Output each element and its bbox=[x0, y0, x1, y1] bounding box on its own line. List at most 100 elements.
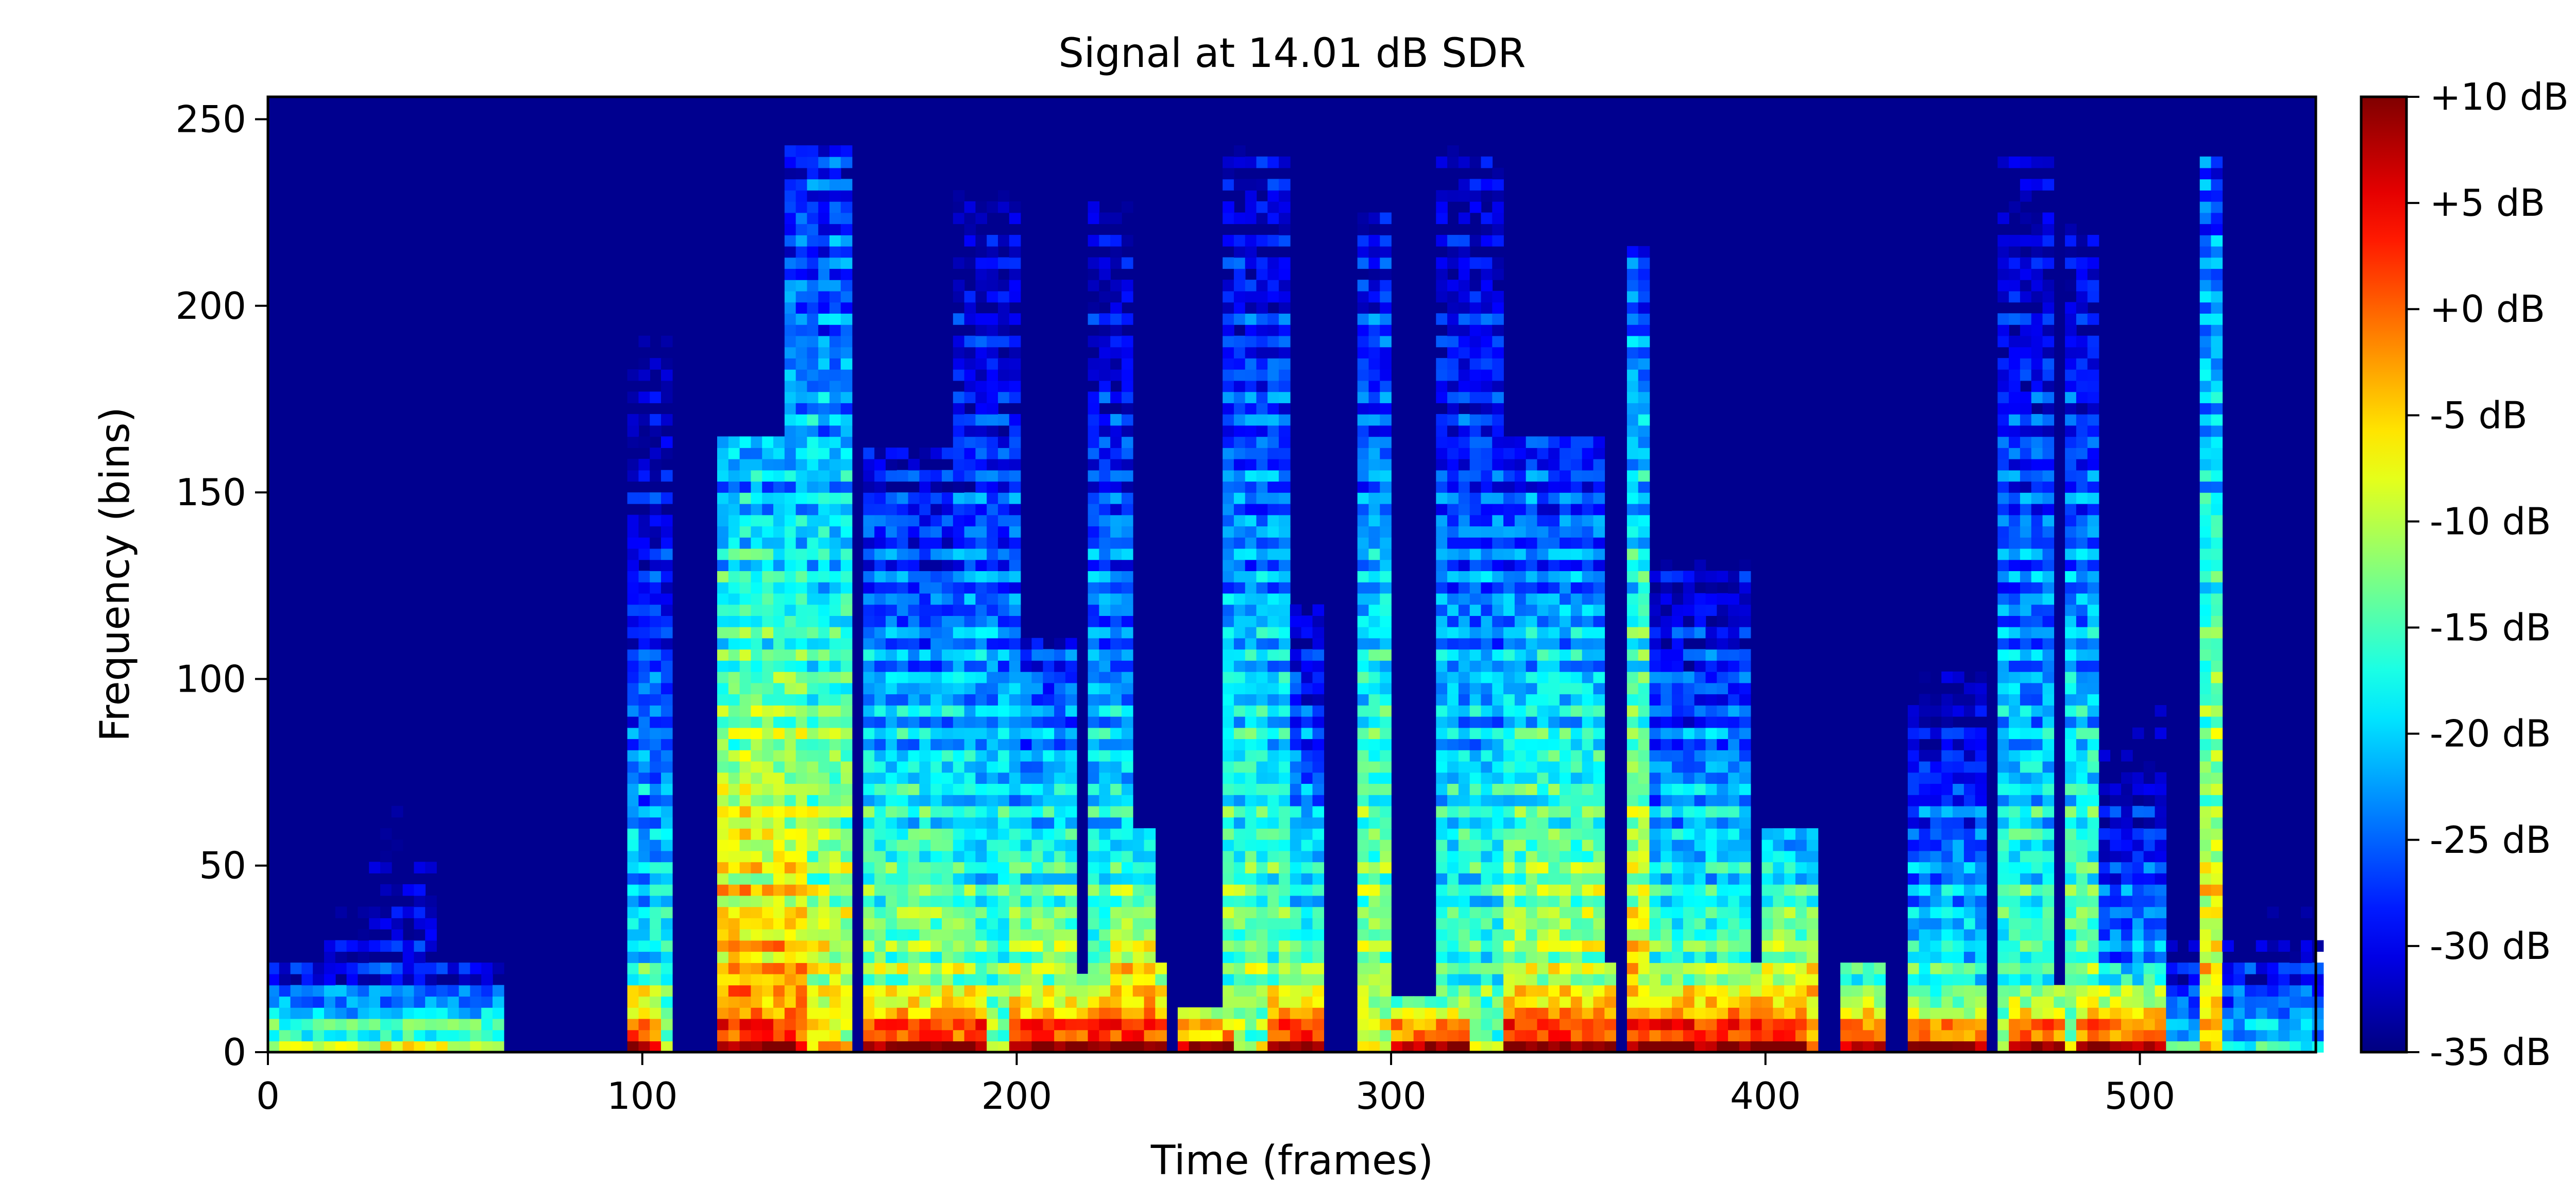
spectrogram-cell bbox=[1279, 884, 1291, 896]
spectrogram-cell bbox=[930, 660, 942, 672]
spectrogram-cell bbox=[1750, 973, 1762, 986]
spectrogram-cell bbox=[840, 973, 853, 986]
spectrogram-cell bbox=[829, 145, 841, 157]
spectrogram-cell bbox=[1638, 918, 1650, 930]
spectrogram-cell bbox=[1290, 996, 1302, 1008]
spectrogram-cell bbox=[1279, 739, 1291, 750]
spectrogram-cell bbox=[1570, 582, 1583, 594]
spectrogram-cell bbox=[1380, 403, 1392, 415]
spectrogram-cell bbox=[1626, 257, 1639, 269]
spectrogram-cell bbox=[1368, 985, 1381, 997]
spectrogram-cell bbox=[1301, 750, 1313, 762]
spectrogram-cell bbox=[1312, 1041, 1325, 1053]
spectrogram-cell bbox=[784, 224, 796, 235]
spectrogram-cell bbox=[1267, 548, 1279, 560]
spectrogram-cell bbox=[840, 906, 853, 918]
spectrogram-cell bbox=[829, 481, 841, 493]
spectrogram-cell bbox=[1503, 638, 1515, 650]
spectrogram-cell bbox=[818, 783, 830, 795]
spectrogram-cell bbox=[1312, 940, 1325, 952]
spectrogram-cell bbox=[650, 358, 662, 370]
spectrogram-cell bbox=[1368, 615, 1381, 627]
spectrogram-cell bbox=[818, 290, 830, 303]
spectrogram-cell bbox=[313, 1029, 325, 1041]
spectrogram-cell bbox=[650, 492, 662, 504]
spectrogram-cell bbox=[1705, 571, 1718, 582]
spectrogram-cell bbox=[391, 963, 403, 974]
spectrogram-cell bbox=[1121, 839, 1133, 851]
spectrogram-cell bbox=[1144, 895, 1156, 907]
spectrogram-cell bbox=[1728, 649, 1740, 661]
spectrogram-cell bbox=[784, 369, 796, 381]
spectrogram-cell bbox=[1660, 839, 1672, 851]
spectrogram-cell bbox=[762, 1007, 774, 1019]
spectrogram-cell bbox=[1694, 817, 1706, 829]
spectrogram-cell bbox=[1436, 660, 1448, 672]
spectrogram-cell bbox=[840, 716, 853, 728]
spectrogram-cell bbox=[1739, 593, 1751, 605]
spectrogram-cell bbox=[1380, 783, 1392, 795]
spectrogram-cell bbox=[829, 963, 841, 974]
spectrogram-cell bbox=[1368, 727, 1381, 740]
spectrogram-cell bbox=[1312, 951, 1325, 963]
spectrogram-cell bbox=[942, 805, 954, 818]
spectrogram-cell bbox=[1469, 593, 1482, 605]
spectrogram-cell bbox=[1672, 750, 1684, 762]
spectrogram-cell bbox=[762, 716, 774, 728]
spectrogram-cell bbox=[1267, 369, 1279, 381]
spectrogram-cell bbox=[1739, 873, 1751, 885]
spectrogram-cell bbox=[818, 649, 830, 661]
spectrogram-cell bbox=[1694, 873, 1706, 885]
spectrogram-cell bbox=[1469, 526, 1482, 538]
spectrogram-cell bbox=[896, 873, 909, 885]
spectrogram-cell bbox=[1223, 761, 1234, 773]
spectrogram-cell bbox=[1031, 817, 1043, 829]
spectrogram-cell bbox=[840, 862, 853, 873]
spectrogram-cell bbox=[717, 559, 729, 571]
spectrogram-cell bbox=[661, 436, 673, 448]
spectrogram-cell bbox=[638, 963, 650, 974]
spectrogram-cell bbox=[975, 705, 987, 717]
spectrogram-cell bbox=[818, 358, 830, 370]
spectrogram-cell bbox=[414, 1029, 426, 1041]
spectrogram-cell bbox=[1391, 1007, 1403, 1019]
spectrogram-cell bbox=[1582, 537, 1594, 549]
spectrogram-cell bbox=[1233, 380, 1246, 392]
spectrogram-cell bbox=[1447, 582, 1459, 594]
spectrogram-cell bbox=[908, 940, 920, 952]
spectrogram-cell bbox=[886, 615, 897, 627]
spectrogram-cell bbox=[1481, 290, 1493, 303]
spectrogram-cell bbox=[1526, 503, 1538, 516]
spectrogram-cell bbox=[919, 682, 931, 695]
spectrogram-cell bbox=[930, 795, 942, 807]
spectrogram-cell bbox=[1368, 436, 1381, 448]
spectrogram-cell bbox=[773, 604, 785, 616]
spectrogram-cell bbox=[358, 1007, 369, 1019]
spectrogram-cell bbox=[1031, 649, 1043, 661]
spectrogram-cell bbox=[1649, 571, 1662, 582]
spectrogram-cell bbox=[1076, 1007, 1089, 1019]
spectrogram-cell bbox=[908, 716, 920, 728]
spectrogram-cell bbox=[795, 1018, 808, 1031]
spectrogram-cell bbox=[840, 235, 853, 247]
spectrogram-cell bbox=[773, 526, 785, 538]
spectrogram-cell bbox=[1065, 929, 1077, 941]
spectrogram-cell bbox=[1705, 873, 1718, 885]
spectrogram-cell bbox=[1458, 638, 1470, 650]
spectrogram-cell bbox=[1739, 951, 1751, 963]
spectrogram-cell bbox=[1773, 918, 1785, 930]
spectrogram-cell bbox=[908, 795, 920, 807]
spectrogram-cell bbox=[1694, 761, 1706, 773]
spectrogram-cell bbox=[874, 458, 886, 471]
spectrogram-cell bbox=[627, 862, 639, 873]
spectrogram-cell bbox=[942, 638, 954, 650]
spectrogram-cell bbox=[313, 1007, 325, 1019]
spectrogram-cell bbox=[773, 940, 785, 952]
spectrogram-cell bbox=[1570, 906, 1583, 918]
spectrogram-cell bbox=[717, 671, 729, 683]
spectrogram-cell bbox=[638, 492, 650, 504]
spectrogram-cell bbox=[346, 996, 359, 1008]
spectrogram-cell bbox=[739, 716, 752, 728]
spectrogram-cell bbox=[874, 906, 886, 918]
spectrogram-cell bbox=[930, 671, 942, 683]
